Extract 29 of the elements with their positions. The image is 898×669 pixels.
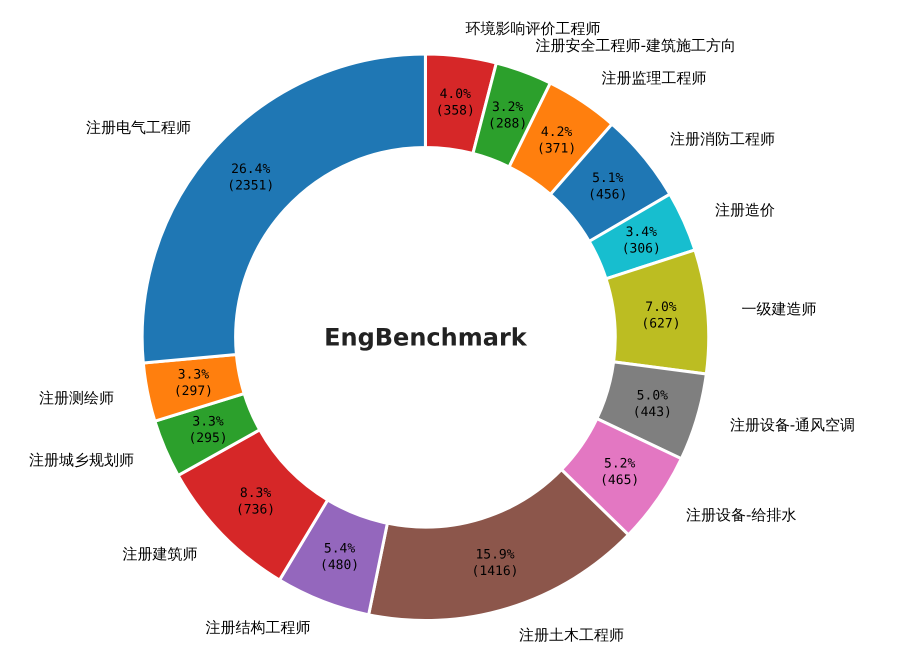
data-label: 3.3% (297): [174, 368, 213, 400]
data-label: 4.0% (358): [436, 87, 475, 119]
data-label: 4.2% (371): [537, 124, 576, 156]
slice-label: 注册电气工程师: [86, 118, 192, 136]
data-label: 3.2% (288): [488, 100, 528, 132]
slice-label: 注册建筑师: [122, 544, 198, 563]
data-label: 26.4% (2351): [227, 162, 274, 194]
slice-label: 注册土木工程师: [518, 626, 624, 644]
slice-label: 注册监理工程师: [601, 69, 706, 88]
slice-label: 注册设备-通风空调: [730, 416, 856, 434]
slice-label: 注册结构工程师: [205, 618, 310, 636]
slice-label: 注册测绘师: [39, 388, 114, 407]
data-label: 15.9% (1416): [472, 547, 519, 579]
slice-label: 注册造价: [714, 200, 775, 219]
slice-label: 环境影响评价工程师: [465, 19, 600, 38]
data-label: 5.4% (480): [320, 542, 360, 574]
slice-label: 注册城乡规划师: [28, 450, 134, 469]
text: EngBenchmark: [324, 323, 528, 352]
slice-label: 注册安全工程师-建筑施工方向: [536, 36, 736, 54]
slice-label: 一级建造师: [741, 300, 816, 318]
data-label: 5.0% (443): [632, 388, 672, 420]
data-label: 3.4% (306): [622, 224, 661, 256]
data-label: 5.2% (465): [600, 456, 640, 488]
data-label: 3.3% (295): [188, 414, 228, 446]
data-label: 7.0% (627): [641, 300, 681, 332]
slice-label: 注册设备-给排水: [686, 506, 796, 524]
data-label: 8.3% (736): [236, 486, 276, 518]
data-label: 5.1% (456): [588, 170, 628, 202]
slice-label: 注册消防工程师: [670, 130, 775, 148]
